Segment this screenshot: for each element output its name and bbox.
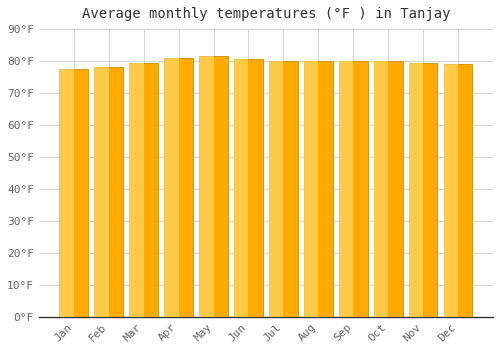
Bar [94,68,108,317]
Bar [339,61,368,317]
Bar [164,58,178,317]
Bar [60,69,74,317]
Bar [269,61,298,317]
Bar [444,64,458,317]
Bar [199,56,228,317]
Bar [60,69,88,317]
Bar [409,63,438,317]
Bar [199,56,214,317]
Bar [444,64,472,317]
Bar [234,60,263,317]
Bar [164,58,193,317]
Bar [304,61,332,317]
Bar [269,61,283,317]
Bar [234,60,248,317]
Title: Average monthly temperatures (°F ) in Tanjay: Average monthly temperatures (°F ) in Ta… [82,7,450,21]
Bar [130,63,158,317]
Bar [374,61,402,317]
Bar [130,63,143,317]
Bar [374,61,388,317]
Bar [304,61,318,317]
Bar [94,68,123,317]
Bar [409,63,423,317]
Bar [339,61,353,317]
